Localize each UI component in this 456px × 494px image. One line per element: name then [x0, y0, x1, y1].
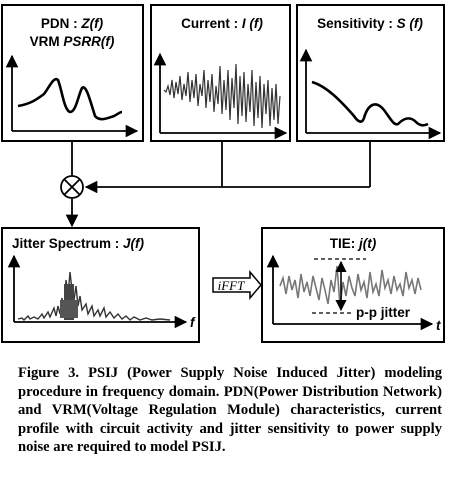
figure-caption: Figure 3. PSIJ (Power Supply Noise Induc… — [18, 365, 442, 455]
vrm-subtitle: VRM PSRR(f) — [30, 34, 115, 49]
sensitivity-curve — [311, 80, 429, 127]
pdn-title: PDN : Z(f) — [41, 16, 104, 31]
sensitivity-panel: Sensitivity : S (f) — [296, 4, 445, 142]
jitter-spectrum-title: Jitter Spectrum : J(f) — [12, 236, 145, 251]
psij-diagram: PDN : Z(f) VRM PSRR(f) Current : I (f) S… — [1, 4, 445, 343]
tie-x-label: t — [436, 318, 441, 333]
jitter-x-label: f — [190, 315, 196, 330]
pdn-panel: PDN : Z(f) VRM PSRR(f) — [1, 4, 144, 142]
jitter-spectrum-trace — [17, 271, 171, 321]
pdn-impedance-curve — [17, 77, 123, 121]
pp-jitter-label: p-p jitter — [356, 305, 411, 320]
current-spectrum — [163, 63, 281, 129]
current-title: Current : I (f) — [181, 16, 263, 31]
tie-waveform — [279, 265, 422, 307]
tie-title: TIE: j(t) — [330, 236, 377, 251]
jitter-spectrum-panel: Jitter Spectrum : J(f) f — [1, 227, 200, 343]
tie-panel: TIE: j(t) t p-p jitter — [261, 227, 445, 343]
ifft-arrow: iFFT — [212, 269, 262, 301]
connectors — [65, 141, 371, 228]
ifft-label: iFFT — [218, 278, 245, 293]
multiply-operator — [60, 175, 84, 199]
sensitivity-title: Sensitivity : S (f) — [317, 16, 423, 31]
current-panel: Current : I (f) — [150, 4, 291, 142]
